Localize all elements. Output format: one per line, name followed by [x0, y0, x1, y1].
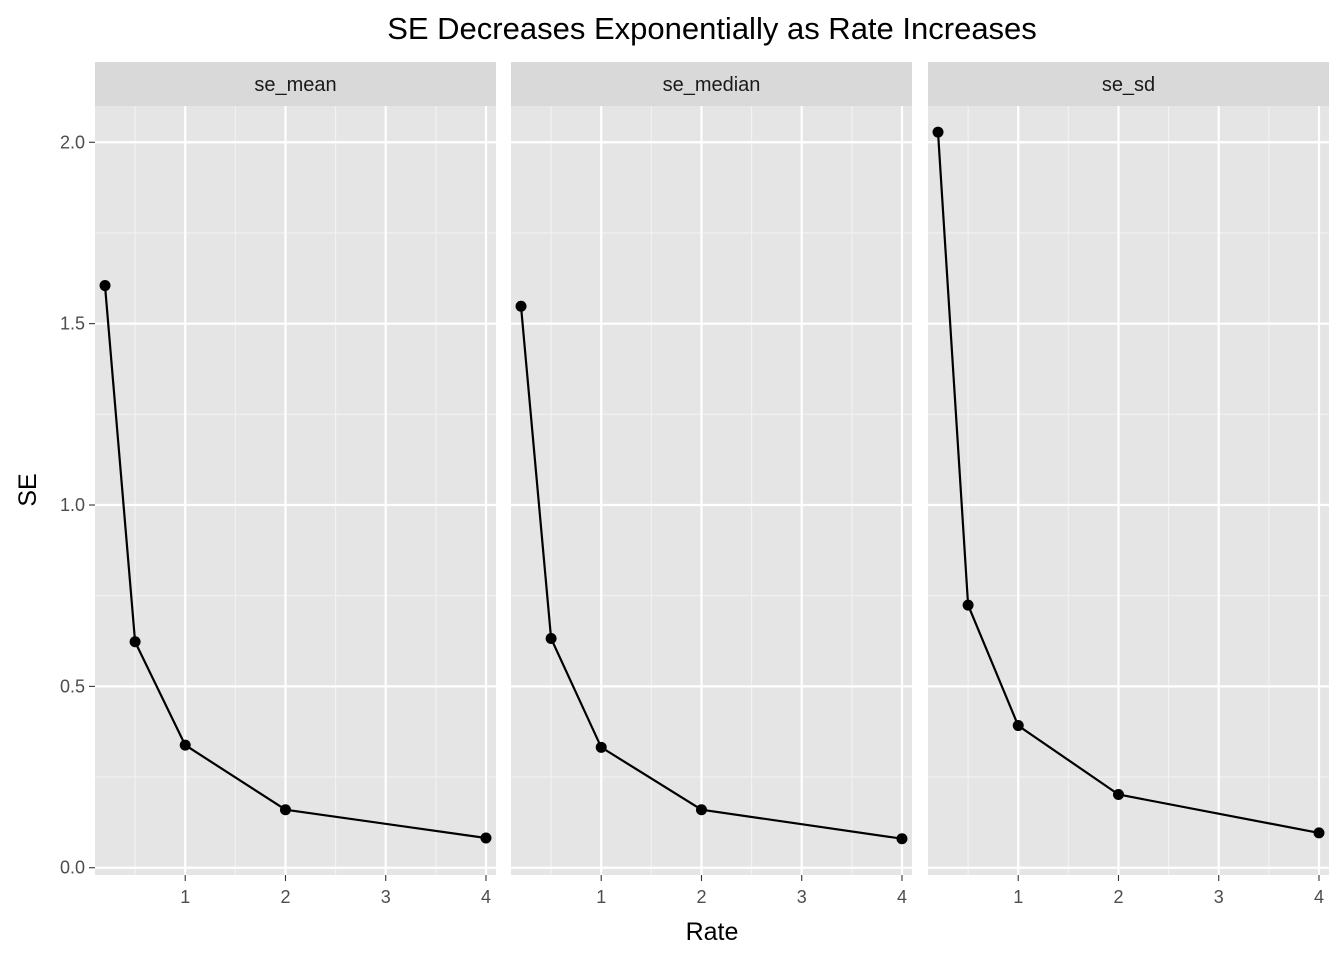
data-point — [595, 741, 607, 753]
facet-se_sd: se_sd 1 2 3 4 — [928, 62, 1329, 907]
y-tick-label: 2.0 — [60, 132, 85, 152]
facet-panels: se_mean 1 2 3 4 se_median 1 2 3 4 se_sd 1 2 3 4 — [95, 62, 1329, 907]
y-tick-label: 0.0 — [60, 858, 85, 878]
x-tick-label: 1 — [596, 887, 606, 907]
y-tick-label: 1.0 — [60, 495, 85, 515]
data-point — [279, 804, 291, 816]
data-point — [515, 300, 527, 312]
x-tick-label: 4 — [481, 887, 491, 907]
y-tick-label: 1.5 — [60, 314, 85, 334]
x-tick-label: 2 — [280, 887, 290, 907]
x-tick-label: 2 — [1113, 887, 1123, 907]
data-point — [1313, 827, 1325, 839]
facet-strip-label: se_sd — [1102, 74, 1155, 96]
y-tick-label: 0.5 — [60, 676, 85, 696]
x-tick-label: 3 — [381, 887, 391, 907]
x-tick-label: 2 — [696, 887, 706, 907]
panel-background — [95, 106, 496, 875]
x-tick-label: 3 — [797, 887, 807, 907]
panel-background — [511, 106, 912, 875]
data-point — [480, 832, 492, 844]
facet-se_mean: se_mean 1 2 3 4 — [95, 62, 496, 907]
data-point — [129, 636, 141, 648]
chart-title: SE Decreases Exponentially as Rate Incre… — [387, 11, 1037, 46]
data-point — [99, 280, 111, 292]
x-tick-label: 4 — [897, 887, 907, 907]
facet-strip — [95, 62, 496, 106]
x-axis-title: Rate — [686, 918, 739, 946]
facet-se_median: se_median 1 2 3 4 — [511, 62, 912, 907]
data-point — [179, 739, 191, 751]
x-tick-label: 1 — [1013, 887, 1023, 907]
data-point — [545, 632, 557, 644]
data-point — [1012, 720, 1024, 732]
facet-strip — [511, 62, 912, 106]
x-tick-label: 4 — [1314, 887, 1324, 907]
panel-background — [928, 106, 1329, 875]
x-tick-label: 1 — [180, 887, 190, 907]
data-point — [695, 804, 707, 816]
data-point — [896, 833, 908, 845]
y-axis: 0.0 0.5 1.0 1.5 2.0 — [60, 132, 95, 878]
facet-strip — [928, 62, 1329, 106]
x-tick-label: 3 — [1214, 887, 1224, 907]
data-point — [962, 599, 974, 611]
data-point — [1112, 788, 1124, 800]
data-point — [932, 126, 944, 138]
facet-strip-label: se_mean — [254, 74, 336, 96]
facet-strip-label: se_median — [663, 74, 761, 96]
y-axis-title: SE — [14, 473, 42, 506]
